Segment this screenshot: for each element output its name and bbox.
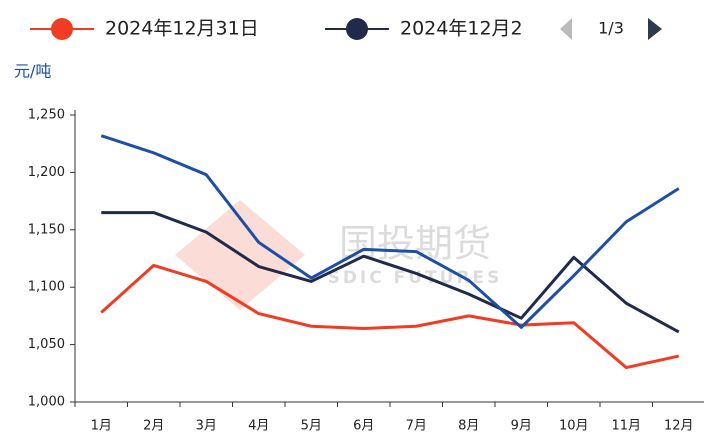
x-tick-label: 3月 [196, 419, 217, 434]
x-tick-label: 10月 [559, 419, 589, 434]
legend-page: 1/3 [598, 19, 624, 38]
legend-next[interactable] [648, 18, 662, 40]
legend-marker [346, 18, 368, 40]
legend-label: 2024年12月2 [400, 18, 523, 40]
x-tick-label: 7月 [406, 419, 427, 434]
x-tick-label: 4月 [248, 419, 269, 434]
x-tick-label: 1月 [91, 419, 112, 434]
legend-marker [51, 18, 73, 40]
legend-prev[interactable] [560, 18, 572, 40]
y-tick-label: 1,050 [28, 337, 65, 352]
y-axis-label: 元/吨 [14, 62, 51, 81]
watermark-title: 国投期货 [339, 222, 491, 266]
legend-label: 2024年12月31日 [105, 18, 259, 40]
x-tick-label: 6月 [353, 419, 374, 434]
x-tick-label: 2月 [143, 419, 164, 434]
series-line [100, 263, 680, 370]
y-tick-label: 1,150 [28, 222, 65, 237]
y-tick-label: 1,250 [28, 108, 65, 123]
x-tick-label: 9月 [511, 419, 532, 434]
x-tick-label: 12月 [664, 419, 694, 434]
y-tick-label: 1,100 [28, 280, 65, 295]
series-line [100, 134, 680, 329]
y-tick-label: 1,200 [28, 165, 65, 180]
x-tick-label: 11月 [611, 419, 641, 434]
x-tick-label: 5月 [301, 419, 322, 434]
x-tick-label: 8月 [458, 419, 479, 434]
y-tick-label: 1,000 [28, 395, 65, 410]
